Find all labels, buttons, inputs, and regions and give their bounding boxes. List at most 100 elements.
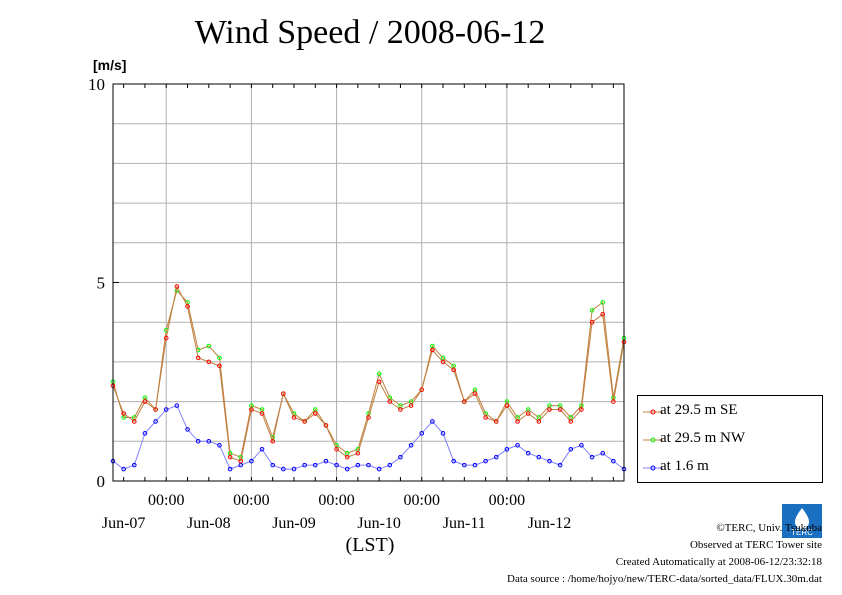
data-point xyxy=(323,423,329,428)
data-point xyxy=(217,363,222,369)
data-point xyxy=(238,458,244,464)
legend-item-se: at 29.5 m SE xyxy=(638,398,822,426)
data-point xyxy=(547,458,552,464)
data-point xyxy=(131,419,137,424)
data-point xyxy=(312,411,318,416)
data-point xyxy=(611,458,616,464)
data-point xyxy=(589,307,595,313)
x-tick-label: 00:00 xyxy=(489,492,525,509)
data-point xyxy=(249,458,254,464)
data-point xyxy=(398,407,403,412)
data-point xyxy=(163,335,169,341)
data-point xyxy=(408,403,414,408)
data-point xyxy=(557,462,563,468)
series-line-0 xyxy=(112,285,625,462)
data-point xyxy=(195,355,201,361)
data-point xyxy=(259,411,265,416)
x-tick-label: 00:00 xyxy=(233,492,269,509)
x-axis-label: (LST) xyxy=(346,534,395,556)
data-point xyxy=(153,419,158,424)
data-point xyxy=(387,462,393,468)
data-point xyxy=(217,355,222,361)
data-point xyxy=(227,454,233,460)
data-point xyxy=(376,466,382,472)
chart-legend: at 29.5 m SE at 29.5 m NW at 1.6 m xyxy=(637,395,823,483)
data-point xyxy=(185,427,190,432)
data-point xyxy=(206,439,212,444)
data-point xyxy=(568,419,574,424)
data-point xyxy=(408,442,414,448)
data-point xyxy=(344,466,350,472)
data-point xyxy=(185,304,190,309)
data-point xyxy=(557,407,563,412)
y-axis-label: [m/s] xyxy=(93,57,126,73)
series-line-1 xyxy=(112,289,625,458)
data-point xyxy=(217,442,222,448)
data-point xyxy=(398,454,403,460)
legend-marker-low-icon xyxy=(643,465,663,471)
data-point xyxy=(579,407,584,412)
x-tick-label: 00:00 xyxy=(404,492,440,509)
data-point xyxy=(483,415,488,420)
data-point xyxy=(451,367,456,373)
data-point xyxy=(493,454,499,460)
x-day-label: Jun-09 xyxy=(272,515,316,532)
data-point xyxy=(195,439,201,444)
data-point xyxy=(291,415,297,420)
data-point xyxy=(366,415,371,420)
data-point xyxy=(600,311,606,317)
y-tick-label: 5 xyxy=(97,274,106,293)
data-point xyxy=(355,462,361,468)
data-point xyxy=(227,466,233,472)
x-day-label: Jun-10 xyxy=(357,515,401,532)
data-point xyxy=(536,419,542,424)
data-point xyxy=(525,450,531,456)
data-point xyxy=(451,458,456,464)
data-point xyxy=(206,359,212,365)
data-point xyxy=(462,399,467,404)
data-point xyxy=(515,419,520,424)
data-point xyxy=(515,442,520,448)
legend-label-se: at 29.5 m SE xyxy=(660,402,738,418)
data-point xyxy=(430,347,435,353)
data-point xyxy=(525,411,531,416)
x-day-label: Jun-08 xyxy=(187,515,231,532)
data-point xyxy=(334,446,339,452)
data-point xyxy=(483,458,488,464)
data-point xyxy=(259,446,265,452)
y-tick-label: 0 xyxy=(97,472,106,491)
data-point xyxy=(163,407,169,412)
x-day-label: Jun-07 xyxy=(102,515,146,532)
legend-label-low: at 1.6 m xyxy=(660,458,709,474)
data-point xyxy=(419,387,425,392)
data-point xyxy=(387,399,393,404)
series-line-2 xyxy=(112,404,625,470)
data-point xyxy=(600,300,606,305)
footer-source: Data source : /home/hojyo/new/TERC-data/… xyxy=(507,573,822,585)
logo-text: TERC xyxy=(791,528,813,537)
data-point xyxy=(589,454,595,460)
data-point xyxy=(291,466,297,472)
data-point xyxy=(504,403,510,408)
data-point xyxy=(366,462,371,468)
data-point xyxy=(131,462,137,468)
data-point xyxy=(270,462,275,468)
data-point xyxy=(589,319,595,325)
data-point xyxy=(174,403,180,408)
data-point xyxy=(302,419,307,424)
chart-title: Wind Speed / 2008-06-12 xyxy=(194,14,546,51)
data-point xyxy=(472,391,478,396)
data-point xyxy=(493,419,499,424)
data-point xyxy=(376,371,382,377)
data-point xyxy=(419,431,425,436)
x-day-label: Jun-11 xyxy=(443,515,486,532)
terc-logo-icon: TERC xyxy=(782,504,822,538)
data-point xyxy=(536,454,542,460)
legend-item-low: at 1.6 m xyxy=(638,454,822,482)
footer-observed: Observed at TERC Tower site xyxy=(689,539,822,551)
data-point xyxy=(281,466,286,472)
x-tick-label: 00:00 xyxy=(318,492,354,509)
data-point xyxy=(153,407,158,412)
legend-label-nw: at 29.5 m NW xyxy=(660,430,745,446)
